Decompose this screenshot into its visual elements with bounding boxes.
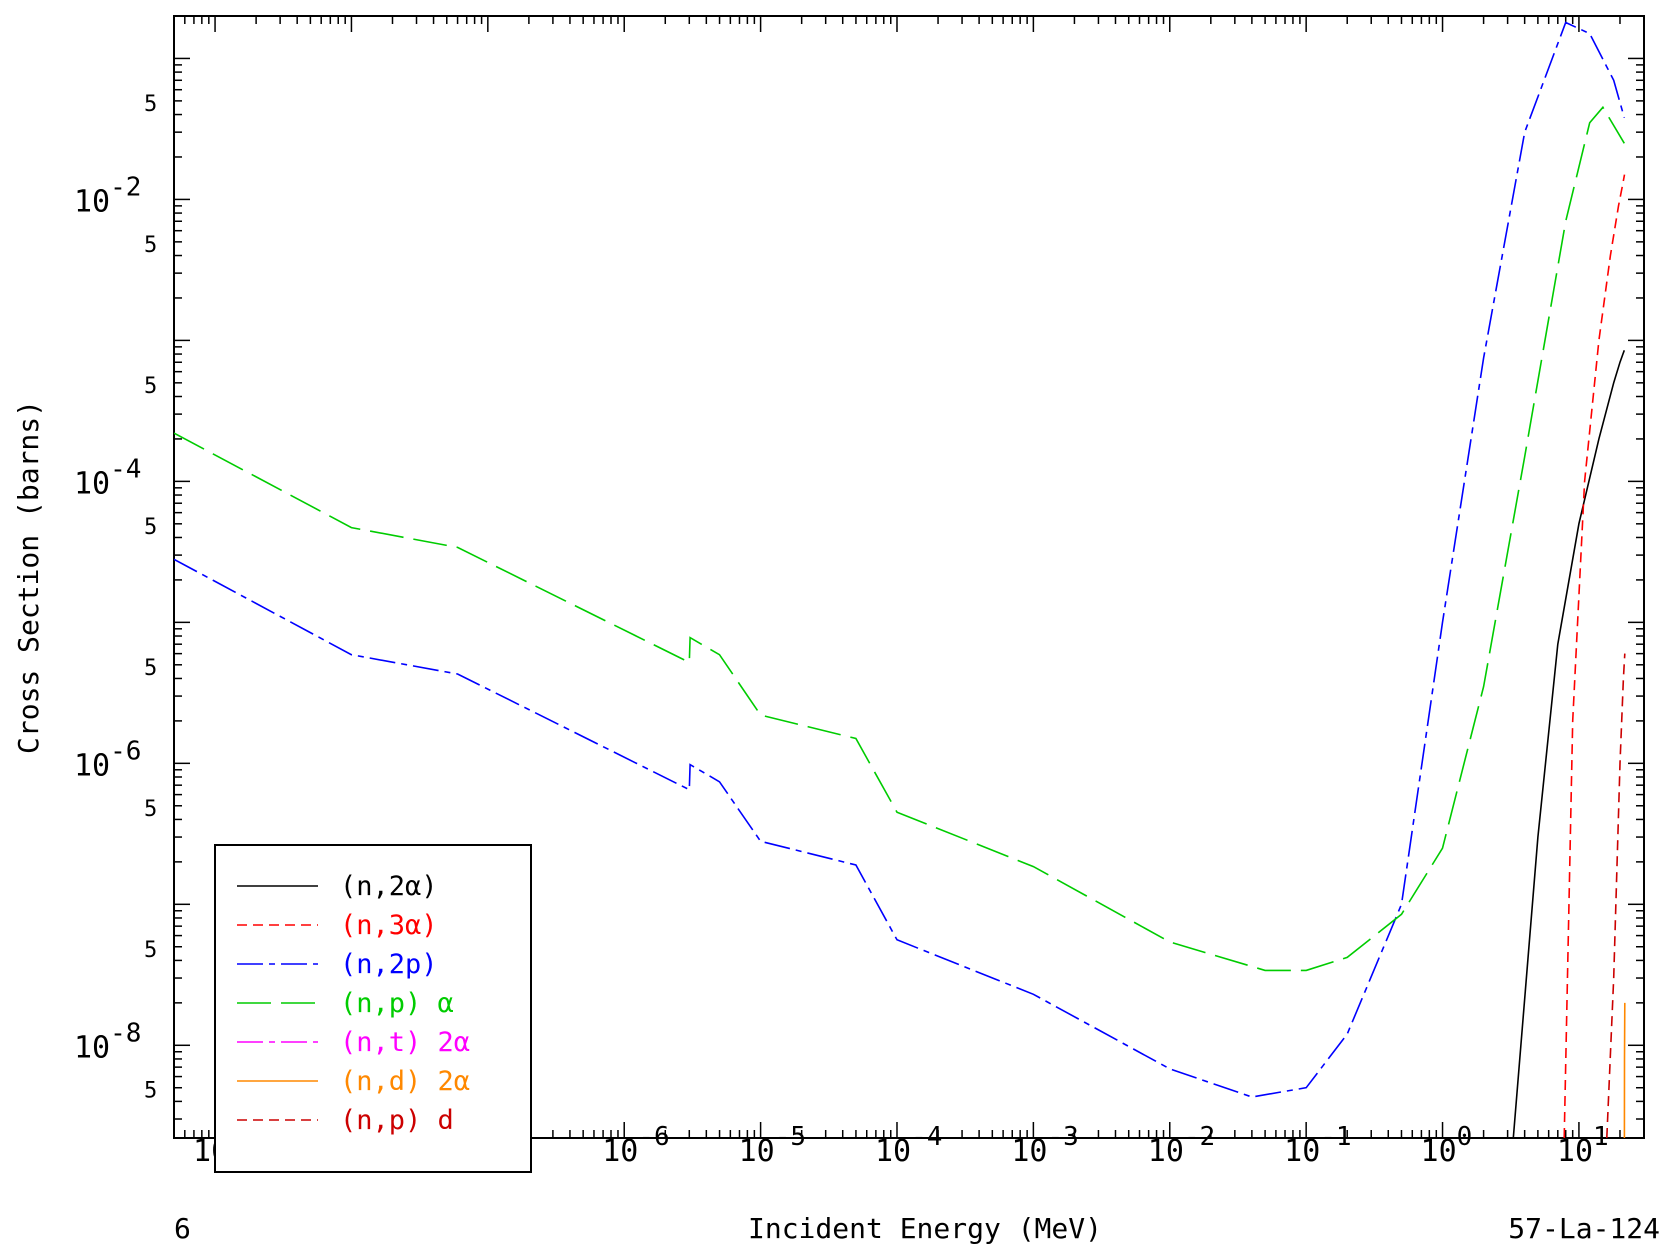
corner-right-label: 57-La-124 [1508, 1212, 1660, 1245]
y-minor-label: 5 [144, 515, 157, 540]
legend-label-1: (n,3α) [340, 910, 438, 941]
legend-label-0: (n,2α) [340, 871, 438, 902]
y-minor-label: 5 [144, 374, 157, 399]
series-line-1 [1563, 174, 1626, 1138]
x-tick-label: 10-1 [1284, 1122, 1351, 1169]
y-minor-label: 5 [144, 92, 157, 117]
x-tick-label: 10-2 [1148, 1122, 1215, 1169]
y-minor-label: 5 [144, 938, 157, 963]
y-minor-label: 5 [144, 656, 157, 681]
x-tick-label: 10-5 [739, 1122, 806, 1169]
x-axis-title: Incident Energy (MeV) [748, 1212, 1102, 1245]
x-tick-label: 10-3 [1011, 1122, 1078, 1169]
series-line-6 [1606, 653, 1626, 1138]
corner-left-label: 6 [174, 1212, 191, 1245]
y-axis-title: Cross Section (barns) [12, 400, 45, 754]
y-minor-label: 5 [144, 1079, 157, 1104]
y-tick-label: 10-6 [74, 736, 141, 783]
x-tick-label: 101 [1557, 1122, 1609, 1169]
legend-label-3: (n,p) α [340, 988, 454, 1019]
x-tick-label: 10-4 [875, 1122, 942, 1169]
series-line-3 [174, 105, 1625, 972]
legend-label-6: (n,p) d [340, 1105, 454, 1136]
legend: (n,2α) (n,3α) (n,2p) (n,p) α (n,t) 2α (n,d) 2… [214, 844, 532, 1173]
legend-label-4: (n,t) 2α [340, 1027, 470, 1058]
legend-label-5: (n,d) 2α [340, 1066, 470, 1097]
y-tick-label: 10-8 [74, 1018, 141, 1065]
axis-ticks [173, 15, 1645, 1138]
series-layer [174, 21, 1626, 1138]
y-minor-label: 5 [144, 233, 157, 258]
legend-label-2: (n,2p) [340, 949, 438, 980]
series-line-0 [1512, 350, 1626, 1138]
legend-box [214, 844, 532, 1173]
y-minor-label: 5 [144, 797, 157, 822]
y-tick-label: 10-4 [74, 454, 141, 501]
x-tick-label: 100 [1421, 1122, 1473, 1169]
series-line-2 [174, 21, 1626, 1098]
y-tick-label: 10-2 [74, 172, 141, 219]
plot-frame [173, 15, 1645, 1139]
x-tick-label: 10-6 [602, 1122, 669, 1169]
